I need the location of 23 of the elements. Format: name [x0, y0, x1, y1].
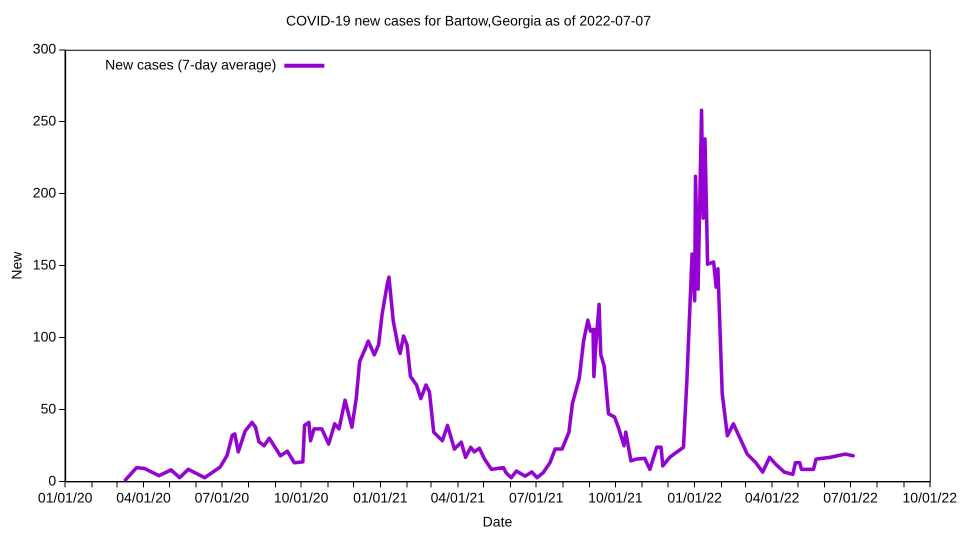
y-tick-label: 0 — [48, 472, 56, 488]
legend-label: New cases (7-day average) — [105, 56, 276, 73]
x-tick-label: 01/01/21 — [353, 490, 408, 506]
x-tick-label: 04/01/22 — [744, 490, 800, 506]
x-tick-label: 07/01/20 — [194, 490, 250, 506]
y-tick-label: 100 — [32, 328, 56, 344]
y-tick-label: 200 — [32, 184, 56, 201]
x-tick-label: 04/01/20 — [116, 490, 171, 506]
y-tick-label: 150 — [32, 256, 56, 272]
x-tick-label: 10/01/20 — [274, 490, 329, 506]
chart-title: COVID-19 new cases for Bartow,Georgia as of 2022-07-07 — [286, 12, 652, 28]
x-tick-label: 07/01/22 — [823, 490, 878, 506]
x-tick-label: 01/01/22 — [667, 490, 722, 506]
x-axis-title: Date — [482, 513, 512, 530]
x-tick-label: 10/01/21 — [588, 490, 643, 506]
y-tick-label: 300 — [32, 40, 56, 57]
y-axis-title: New — [8, 250, 24, 280]
y-tick-label: 50 — [40, 400, 56, 416]
x-tick-label: 01/01/20 — [38, 490, 93, 506]
x-tick-label: 04/01/21 — [430, 490, 486, 506]
y-tick-label: 250 — [32, 112, 56, 129]
x-tick-label: 10/01/22 — [902, 490, 958, 506]
x-tick-label: 07/01/21 — [508, 490, 564, 506]
